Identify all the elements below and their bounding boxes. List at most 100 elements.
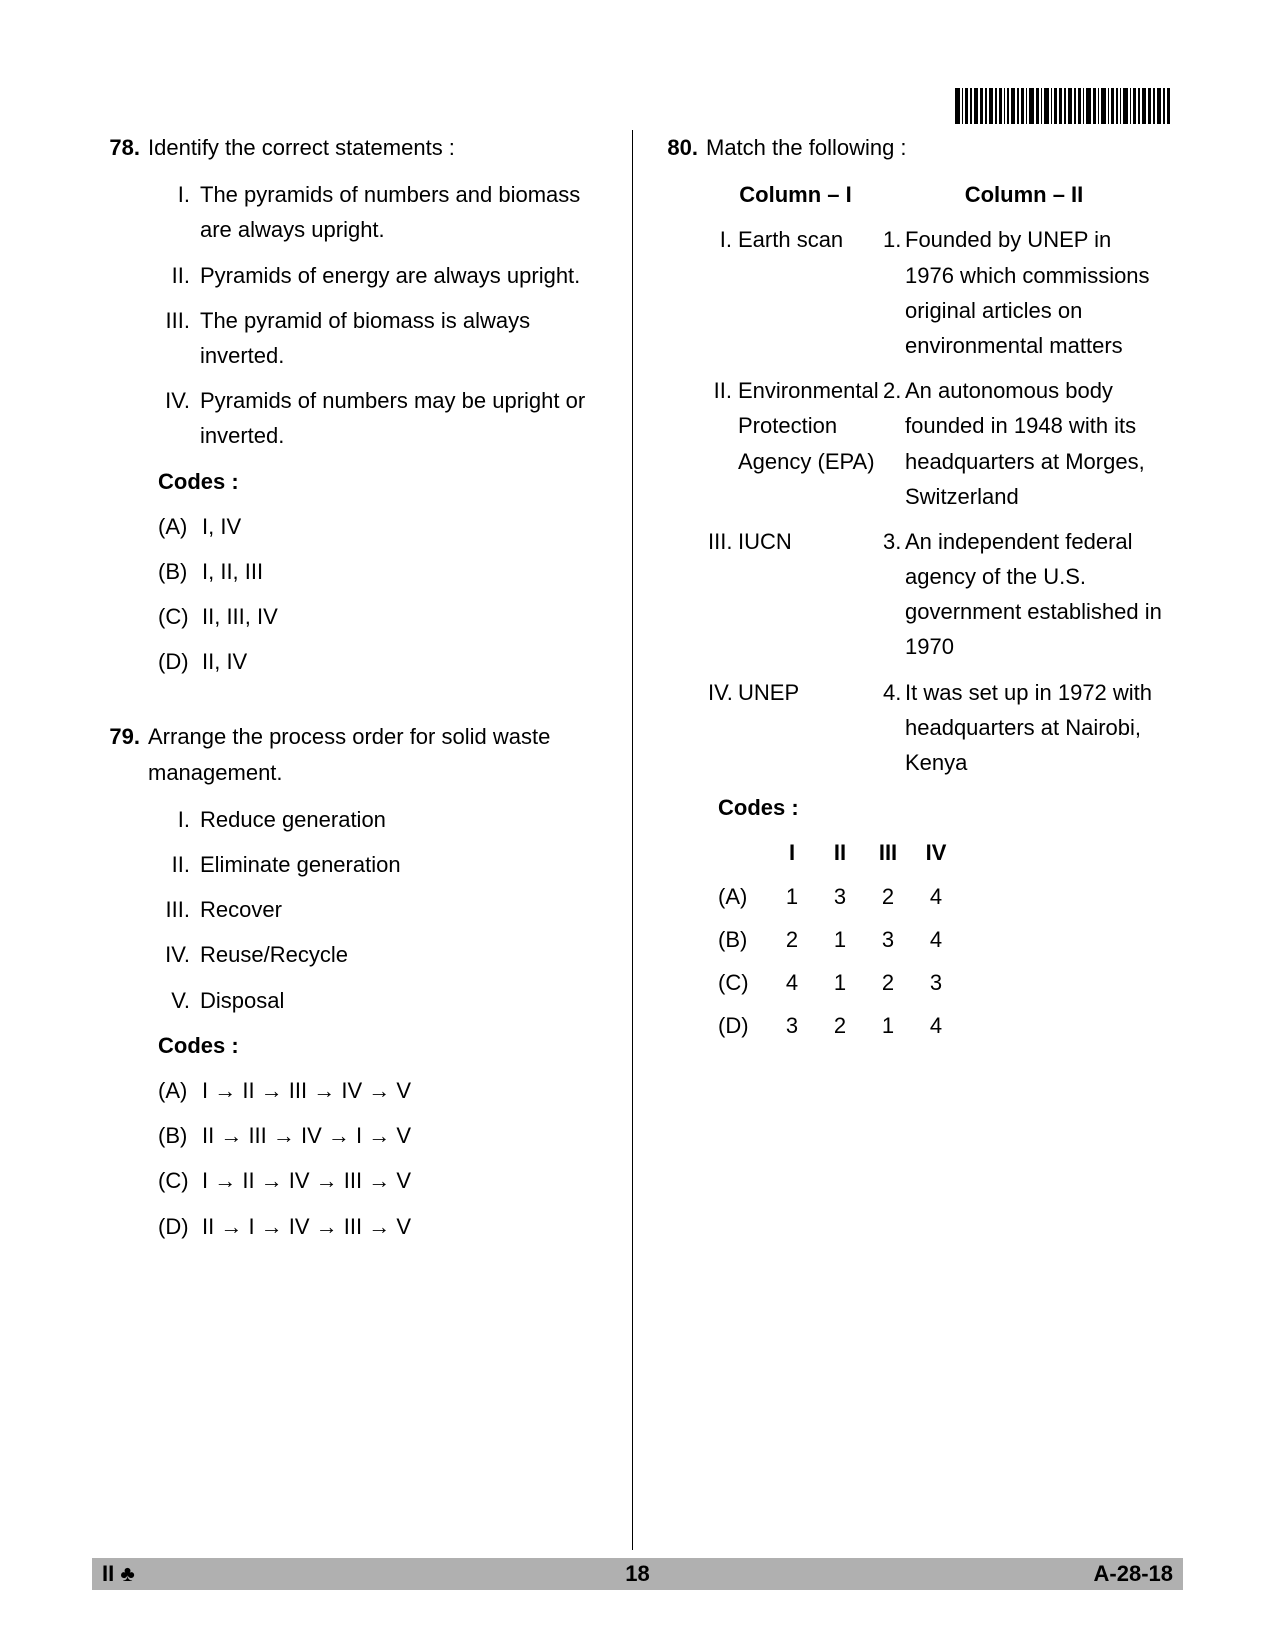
q79-statement-text: Eliminate generation bbox=[200, 847, 607, 882]
q79-option-label: (C) bbox=[158, 1163, 202, 1198]
codes-row-val: 1 bbox=[816, 965, 864, 1000]
question-78: 78. Identify the correct statements : I.… bbox=[100, 130, 607, 679]
q78-statement-item: I.The pyramids of numbers and biomass ar… bbox=[160, 177, 607, 247]
q79-statement-label: V. bbox=[160, 983, 200, 1018]
q78-statement-text: Pyramids of numbers may be upright or in… bbox=[200, 383, 607, 453]
codes-row-val: 4 bbox=[912, 879, 960, 914]
codes-row-val: 3 bbox=[768, 1008, 816, 1043]
q80-number: 80. bbox=[658, 130, 706, 165]
q80-col2-header: Column – II bbox=[883, 177, 1165, 212]
q80-match-row: III.IUCN3.An independent federal agency … bbox=[708, 524, 1165, 665]
q78-number: 78. bbox=[100, 130, 148, 165]
q79-option-text: I → II → IV → III → V bbox=[202, 1163, 607, 1198]
codes-row-val: 1 bbox=[864, 1008, 912, 1043]
q79-statement-label: II. bbox=[160, 847, 200, 882]
match-row-label1: IV. bbox=[708, 675, 738, 781]
codes-row-label: (B) bbox=[718, 922, 768, 957]
match-row-label1: III. bbox=[708, 524, 738, 665]
q78-codes-label: Codes : bbox=[158, 464, 607, 499]
right-column: 80. Match the following : Column – I Col… bbox=[632, 130, 1185, 1550]
q79-statement-text: Reuse/Recycle bbox=[200, 937, 607, 972]
q79-statement-label: III. bbox=[160, 892, 200, 927]
q78-option-label: (C) bbox=[158, 599, 202, 634]
q79-statements: I.Reduce generationII.Eliminate generati… bbox=[160, 802, 607, 1018]
codes-row-val: 3 bbox=[864, 922, 912, 957]
q79-text: Arrange the process order for solid wast… bbox=[148, 719, 607, 789]
footer-left: II ♣ bbox=[102, 1561, 135, 1587]
match-row-label2: 1. bbox=[883, 222, 905, 363]
q79-statement-item: IV.Reuse/Recycle bbox=[160, 937, 607, 972]
q79-option: (A)I → II → III → IV → V bbox=[158, 1073, 607, 1108]
q79-number: 79. bbox=[100, 719, 148, 789]
codes-row-val: 3 bbox=[912, 965, 960, 1000]
q80-codes-table: I II III IV (A)1324(B)2134(C)4123(D)3214 bbox=[718, 835, 1165, 1043]
codes-row-label: (A) bbox=[718, 879, 768, 914]
match-row-label1: II. bbox=[708, 373, 738, 514]
q78-text: Identify the correct statements : bbox=[148, 130, 607, 165]
q78-statement-text: Pyramids of energy are always upright. bbox=[200, 258, 607, 293]
q80-codes-label: Codes : bbox=[718, 790, 1165, 825]
q80-text: Match the following : bbox=[706, 130, 1165, 165]
codes-row-val: 1 bbox=[768, 879, 816, 914]
match-row-text1: UNEP bbox=[738, 675, 883, 781]
match-row-text2: An independent federal agency of the U.S… bbox=[905, 524, 1165, 665]
q79-statement-label: I. bbox=[160, 802, 200, 837]
q78-statements: I.The pyramids of numbers and biomass ar… bbox=[160, 177, 607, 453]
q78-options: (A)I, IV(B)I, II, III(C)II, III, IV(D)II… bbox=[158, 509, 607, 680]
q79-statement-item: I.Reduce generation bbox=[160, 802, 607, 837]
question-79: 79. Arrange the process order for solid … bbox=[100, 719, 607, 1243]
q79-statement-text: Disposal bbox=[200, 983, 607, 1018]
match-row-label2: 2. bbox=[883, 373, 905, 514]
q79-option: (C)I → II → IV → III → V bbox=[158, 1163, 607, 1198]
codes-row-val: 2 bbox=[864, 965, 912, 1000]
codes-row-val: 3 bbox=[816, 879, 864, 914]
codes-row-label: (D) bbox=[718, 1008, 768, 1043]
match-row-text2: It was set up in 1972 with headquarters … bbox=[905, 675, 1165, 781]
q79-option-label: (B) bbox=[158, 1118, 202, 1153]
q78-statement-text: The pyramid of biomass is always inverte… bbox=[200, 303, 607, 373]
codes-row-val: 1 bbox=[816, 922, 864, 957]
q80-match-row: I.Earth scan1.Founded by UNEP in 1976 wh… bbox=[708, 222, 1165, 363]
q79-option: (D)II → I → IV → III → V bbox=[158, 1209, 607, 1244]
q78-option-label: (B) bbox=[158, 554, 202, 589]
q78-statement-item: III.The pyramid of biomass is always inv… bbox=[160, 303, 607, 373]
codes-row-label: (C) bbox=[718, 965, 768, 1000]
codes-head-4: IV bbox=[912, 835, 960, 870]
match-row-text2: An autonomous body founded in 1948 with … bbox=[905, 373, 1165, 514]
q79-statement-text: Reduce generation bbox=[200, 802, 607, 837]
footer-page-number: 18 bbox=[625, 1561, 649, 1587]
codes-row-val: 2 bbox=[864, 879, 912, 914]
q80-col1-header: Column – I bbox=[708, 177, 883, 212]
q78-option-text: I, IV bbox=[202, 509, 607, 544]
q78-statement-item: II.Pyramids of energy are always upright… bbox=[160, 258, 607, 293]
q78-option-text: II, III, IV bbox=[202, 599, 607, 634]
match-row-text1: Earth scan bbox=[738, 222, 883, 363]
q78-option-label: (D) bbox=[158, 644, 202, 679]
codes-row-val: 2 bbox=[816, 1008, 864, 1043]
q79-statement-text: Recover bbox=[200, 892, 607, 927]
q79-statement-item: III.Recover bbox=[160, 892, 607, 927]
q79-codes-label: Codes : bbox=[158, 1028, 607, 1063]
q78-option: (B)I, II, III bbox=[158, 554, 607, 589]
codes-head-3: III bbox=[864, 835, 912, 870]
page-footer: II ♣ 18 A-28-18 bbox=[92, 1558, 1183, 1590]
barcode bbox=[955, 88, 1185, 124]
q78-option: (A)I, IV bbox=[158, 509, 607, 544]
codes-row-val: 2 bbox=[768, 922, 816, 957]
q79-options: (A)I → II → III → IV → V (B)II → III → IV… bbox=[158, 1073, 607, 1244]
q79-statement-label: IV. bbox=[160, 937, 200, 972]
q79-option-text: I → II → III → IV → V bbox=[202, 1073, 607, 1108]
q78-option: (D)II, IV bbox=[158, 644, 607, 679]
q80-match-rows: I.Earth scan1.Founded by UNEP in 1976 wh… bbox=[708, 222, 1165, 780]
match-row-text1: IUCN bbox=[738, 524, 883, 665]
match-row-text1: Environmental Protection Agency (EPA) bbox=[738, 373, 883, 514]
match-row-label2: 4. bbox=[883, 675, 905, 781]
q79-option-text: II → III → IV → I → V bbox=[202, 1118, 607, 1153]
q80-match-row: IV.UNEP4.It was set up in 1972 with head… bbox=[708, 675, 1165, 781]
match-row-text2: Founded by UNEP in 1976 which commission… bbox=[905, 222, 1165, 363]
q80-match: Column – I Column – II I.Earth scan1.Fou… bbox=[708, 177, 1165, 780]
match-row-label2: 3. bbox=[883, 524, 905, 665]
q78-option-text: II, IV bbox=[202, 644, 607, 679]
codes-row-val: 4 bbox=[768, 965, 816, 1000]
q80-codes-rows: (A)1324(B)2134(C)4123(D)3214 bbox=[718, 879, 1165, 1044]
